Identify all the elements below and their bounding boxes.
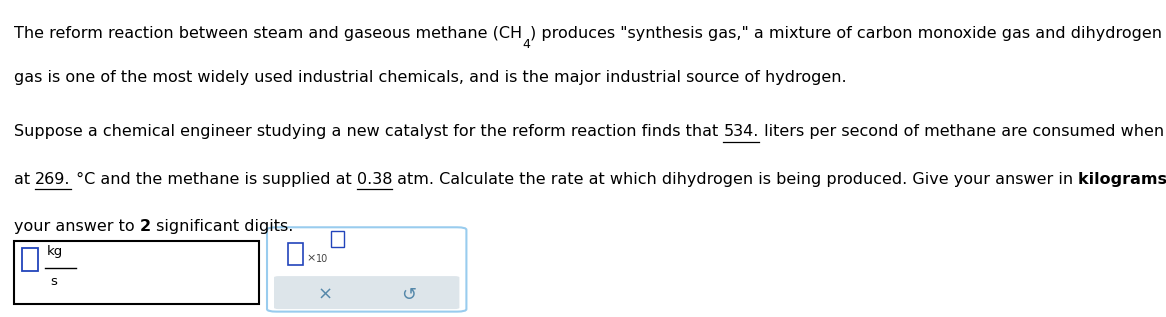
Text: atm. Calculate the rate at which dihydrogen is being produced. Give your answer : atm. Calculate the rate at which dihydro… [392,172,1079,187]
Text: 10: 10 [316,254,329,263]
Text: ×: × [307,254,316,263]
Text: kilograms per second: kilograms per second [1079,172,1166,187]
Text: 534.: 534. [723,124,759,139]
Text: at: at [14,172,35,187]
Text: gas is one of the most widely used industrial chemicals, and is the major indust: gas is one of the most widely used indus… [14,70,847,85]
Text: ×: × [317,286,332,304]
Text: liters per second of methane are consumed when the reaction is run: liters per second of methane are consume… [759,124,1166,139]
FancyBboxPatch shape [267,227,466,312]
Text: 269.: 269. [35,172,71,187]
Text: ) produces "synthesis gas," a mixture of carbon monoxide gas and dihydrogen gas.: ) produces "synthesis gas," a mixture of… [531,26,1166,41]
Text: kg: kg [47,245,63,258]
Text: significant digits.: significant digits. [150,219,293,234]
Text: 4: 4 [522,37,531,50]
Text: your answer to: your answer to [14,219,140,234]
Text: ↺: ↺ [401,286,416,304]
FancyBboxPatch shape [274,276,459,309]
Text: °C and the methane is supplied at: °C and the methane is supplied at [71,172,357,187]
Text: 2: 2 [140,219,150,234]
FancyBboxPatch shape [331,231,344,247]
FancyBboxPatch shape [22,248,38,271]
FancyBboxPatch shape [288,243,303,266]
FancyBboxPatch shape [14,241,259,304]
Text: The reform reaction between steam and gaseous methane (CH: The reform reaction between steam and ga… [14,26,522,41]
Text: s: s [50,275,57,288]
Text: 0.38: 0.38 [357,172,392,187]
Text: Suppose a chemical engineer studying a new catalyst for the reform reaction find: Suppose a chemical engineer studying a n… [14,124,723,139]
